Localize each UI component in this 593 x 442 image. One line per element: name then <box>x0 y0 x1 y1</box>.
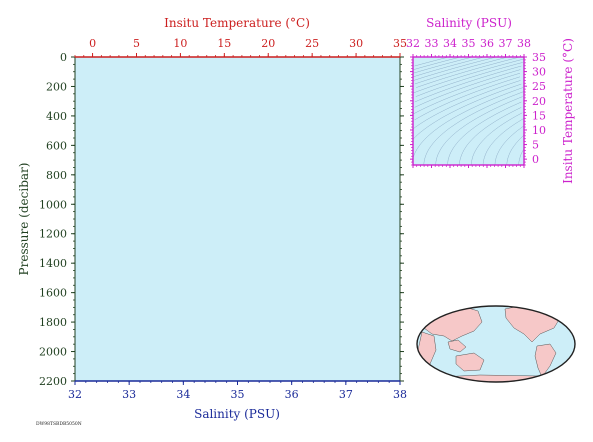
pressure-tick-label: 1600 <box>39 287 67 300</box>
pressure-axis-title: Pressure (decibar) <box>17 163 31 276</box>
density-contour-line <box>482 118 525 166</box>
map-land-greenland <box>555 306 573 315</box>
salinity-tick-label: 35 <box>231 388 245 401</box>
ts-salinity-axis-title: Salinity (PSU) <box>426 16 512 30</box>
pressure-tick-label: 400 <box>46 110 67 123</box>
temperature-tick-label: 25 <box>305 37 319 50</box>
density-contour-line <box>412 83 522 140</box>
temperature-tick-label: 10 <box>173 37 187 50</box>
ts-temperature-axis-title: Insitu Temperature (°C) <box>561 38 575 184</box>
pressure-tick-label: 800 <box>46 169 67 182</box>
salinity-tick-label: 33 <box>122 388 136 401</box>
ts-salinity-tick-label: 35 <box>462 37 476 50</box>
pressure-tick-label: 1400 <box>39 257 67 270</box>
density-contour-line <box>414 56 508 85</box>
pressure-tick-label: 0 <box>60 51 67 64</box>
ts-temperature-tick-label: 10 <box>532 124 546 137</box>
pressure-tick-label: 600 <box>46 139 67 152</box>
pressure-tick-label: 2000 <box>39 346 67 359</box>
density-contour-line <box>506 134 525 166</box>
ts-temperature-tick-label: 0 <box>532 153 539 166</box>
salinity-tick-label: 38 <box>393 388 407 401</box>
profile-tick-labels: 0200400600800100012001400160018002000220… <box>39 37 407 401</box>
profile-axis-ticks <box>71 53 404 385</box>
salinity-tick-label: 34 <box>176 388 190 401</box>
salinity-axis-title: Salinity (PSU) <box>194 407 280 421</box>
density-contour-line <box>412 80 521 130</box>
density-contour-line <box>423 90 525 166</box>
ts-temperature-tick-label: 5 <box>532 139 539 152</box>
temperature-tick-label: 15 <box>217 37 231 50</box>
density-contour-line <box>413 58 525 94</box>
ts-salinity-tick-label: 36 <box>480 37 494 50</box>
density-contour-line <box>413 56 473 74</box>
pressure-tick-label: 1800 <box>39 316 67 329</box>
density-contour-line <box>414 69 521 108</box>
salinity-tick-label: 37 <box>339 388 353 401</box>
map-land-south-america <box>534 343 557 378</box>
density-contours <box>411 56 525 166</box>
ts-temperature-tick-label: 25 <box>532 80 546 93</box>
world-map <box>416 305 576 383</box>
ts-salinity-tick-label: 34 <box>443 37 457 50</box>
pressure-tick-label: 2200 <box>39 375 67 388</box>
density-contour-line <box>435 96 523 166</box>
density-contour-line <box>413 56 497 81</box>
density-contour-line <box>412 87 523 162</box>
density-contour-line <box>414 56 449 67</box>
temperature-axis-title: Insitu Temperature (°C) <box>164 16 310 30</box>
temperature-tick-label: 5 <box>133 37 140 50</box>
map-land-southeast-asia <box>447 339 467 353</box>
density-contour-line <box>494 125 525 166</box>
density-contour-line <box>413 56 461 70</box>
ts-salinity-tick-label: 32 <box>406 37 420 50</box>
ts-temperature-tick-label: 20 <box>532 95 546 108</box>
map-outline <box>416 305 576 383</box>
ts-axis-ticks <box>410 54 527 168</box>
density-contour-line <box>411 72 521 115</box>
ts-salinity-tick-label: 37 <box>499 37 513 50</box>
density-contour-line <box>459 107 522 166</box>
density-contour-line <box>414 65 522 103</box>
ts-temperature-tick-label: 30 <box>532 66 546 79</box>
pressure-tick-label: 200 <box>46 80 67 93</box>
temperature-tick-label: 20 <box>261 37 275 50</box>
ts-temperature-tick-label: 35 <box>532 51 546 64</box>
pressure-tick-label: 1200 <box>39 228 67 241</box>
density-contour-line <box>416 56 520 88</box>
density-contour-line <box>415 62 523 97</box>
temperature-tick-label: 30 <box>349 37 363 50</box>
density-contour-line <box>518 148 525 166</box>
temperature-tick-label: 35 <box>393 37 407 50</box>
salinity-tick-label: 32 <box>68 388 82 401</box>
density-contour-line <box>413 56 485 78</box>
map-land-australia <box>455 352 485 372</box>
pressure-tick-label: 1000 <box>39 198 67 211</box>
density-contour-line <box>471 112 523 166</box>
salinity-tick-label: 36 <box>285 388 299 401</box>
footer-code: DW98TSBDB5050N <box>36 421 82 427</box>
ts-salinity-tick-label: 38 <box>517 37 531 50</box>
profile-plot-area <box>75 57 400 381</box>
density-contour-line <box>414 76 521 121</box>
temperature-tick-label: 0 <box>89 37 96 50</box>
ts-salinity-tick-label: 33 <box>425 37 439 50</box>
ts-temperature-tick-label: 15 <box>532 109 546 122</box>
density-contour-line <box>447 101 522 166</box>
